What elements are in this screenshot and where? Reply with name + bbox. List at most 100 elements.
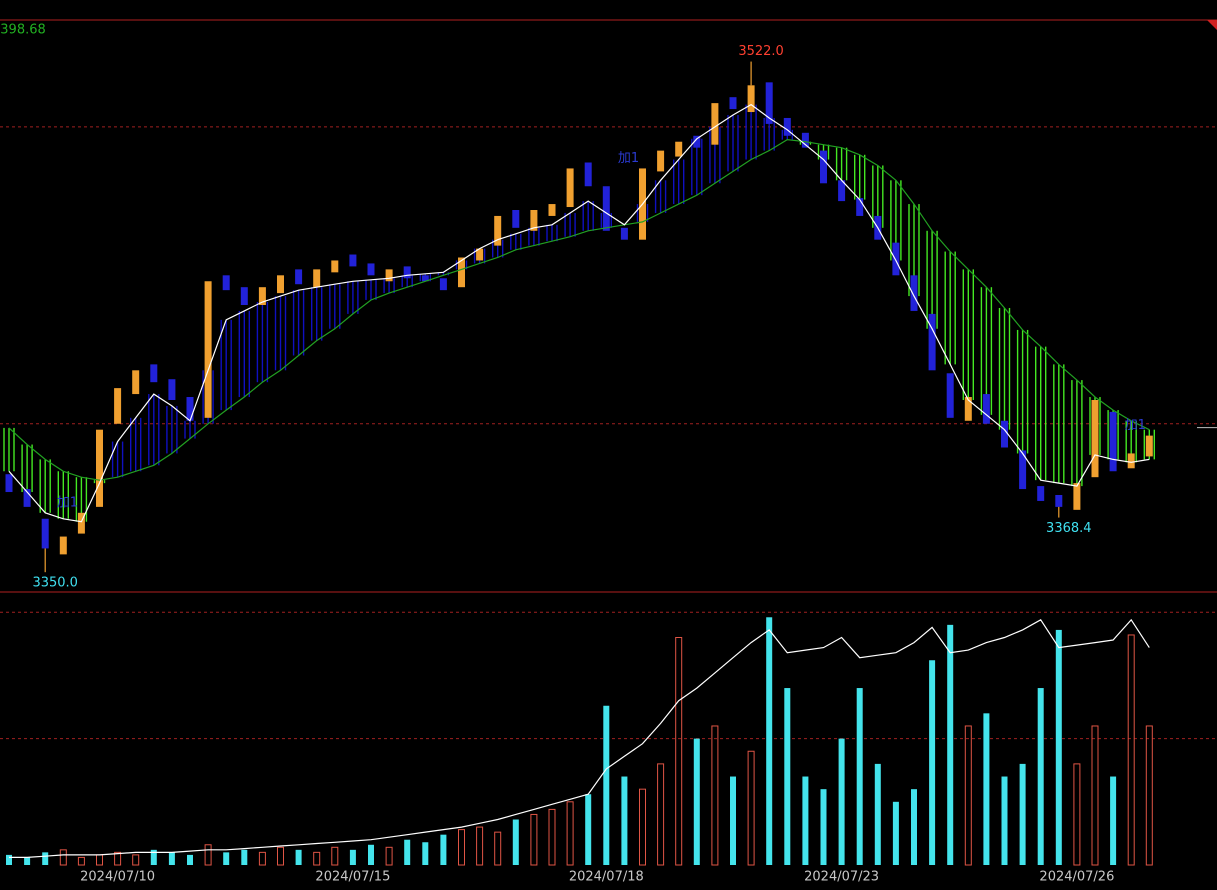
volume-bar — [639, 788, 646, 866]
ma-fast — [8, 103, 1150, 523]
volume-bar — [929, 660, 936, 865]
volume-bar — [947, 624, 954, 865]
volume-bar — [585, 794, 592, 865]
volume-bar — [59, 849, 67, 866]
candle — [1019, 450, 1027, 490]
volume-bar — [1127, 634, 1135, 866]
volume-bar — [241, 849, 248, 865]
candle — [602, 186, 610, 231]
candle — [476, 248, 484, 261]
candle — [313, 269, 321, 288]
volume-bar — [422, 842, 429, 865]
volume-bar — [711, 725, 719, 866]
volume-bar — [1091, 725, 1099, 866]
volume-bar — [24, 857, 31, 865]
candle — [693, 135, 701, 148]
candle — [801, 132, 809, 148]
candle — [458, 257, 465, 288]
candle — [367, 263, 375, 276]
volume-bar — [150, 849, 157, 865]
candle — [96, 429, 103, 507]
candle — [657, 150, 665, 172]
candle — [222, 275, 230, 291]
candle — [23, 489, 31, 507]
candle — [982, 394, 990, 424]
volume-bar — [258, 851, 266, 866]
candle — [548, 204, 556, 216]
extreme-label: 3350.0 — [32, 576, 78, 591]
candle — [964, 397, 972, 421]
candle — [512, 210, 520, 228]
candle — [1145, 435, 1153, 457]
extreme-label: 3368.4 — [1046, 521, 1092, 536]
candle — [1127, 453, 1135, 469]
candle — [132, 370, 140, 395]
volume-bar — [512, 819, 519, 865]
signal-label: 加1 — [57, 495, 78, 510]
candle — [349, 254, 357, 267]
volume-bar — [874, 763, 881, 865]
volume-bar — [385, 846, 393, 866]
volume-bar — [1019, 763, 1026, 865]
signal-label: 加1 — [1125, 418, 1146, 433]
volume-bar — [440, 834, 447, 865]
candle — [711, 103, 719, 145]
last-price-label: 3398.68 — [0, 23, 46, 38]
extreme-label: 3522.0 — [738, 44, 784, 59]
volume-bar — [856, 688, 863, 865]
x-tick-label: 2024/07/23 — [804, 870, 879, 885]
volume-bar — [168, 852, 175, 865]
volume-bar — [349, 849, 356, 865]
candle — [946, 373, 954, 418]
candle — [838, 180, 846, 202]
x-tick-label: 2024/07/18 — [569, 870, 644, 885]
volume-bar — [1055, 629, 1062, 865]
volume-bar — [838, 738, 845, 865]
candle — [892, 242, 900, 276]
volume-bar — [747, 750, 755, 866]
candle — [1073, 483, 1081, 510]
candle — [856, 198, 864, 216]
volume-bar — [621, 776, 628, 865]
volume-bar — [566, 801, 574, 866]
candle — [150, 364, 158, 383]
candle — [204, 281, 212, 418]
candle — [747, 85, 755, 113]
candle — [186, 397, 194, 421]
volume-bar — [693, 738, 700, 865]
volume-bar — [657, 763, 665, 866]
volume-bar — [766, 617, 773, 865]
candle — [277, 275, 284, 294]
volume-bar — [132, 854, 140, 866]
volume-bar — [530, 813, 538, 866]
volume-bar — [77, 856, 85, 866]
volume-bar — [277, 846, 284, 866]
candle — [1055, 495, 1063, 507]
volume-bar — [983, 713, 990, 865]
volume-bar — [42, 852, 49, 865]
candle — [910, 275, 918, 311]
candle — [439, 278, 447, 291]
candle — [765, 82, 773, 124]
candle — [530, 210, 538, 231]
candle — [421, 275, 429, 282]
candle — [1001, 420, 1008, 448]
candle — [1091, 400, 1099, 478]
volume-bar — [476, 826, 484, 866]
volume-bar — [1073, 763, 1081, 866]
candle — [258, 287, 266, 305]
candle — [41, 518, 49, 549]
volume-bar — [911, 789, 917, 865]
corner-marker — [1207, 20, 1217, 30]
volume-bar — [187, 854, 193, 865]
candle — [403, 266, 411, 279]
candle — [820, 150, 827, 184]
candle — [385, 269, 393, 282]
volume-bar — [295, 849, 302, 865]
candle — [1037, 486, 1045, 501]
candle — [114, 388, 122, 424]
volume-bar — [784, 688, 791, 865]
candle — [240, 287, 248, 305]
volume-bar — [404, 839, 411, 865]
